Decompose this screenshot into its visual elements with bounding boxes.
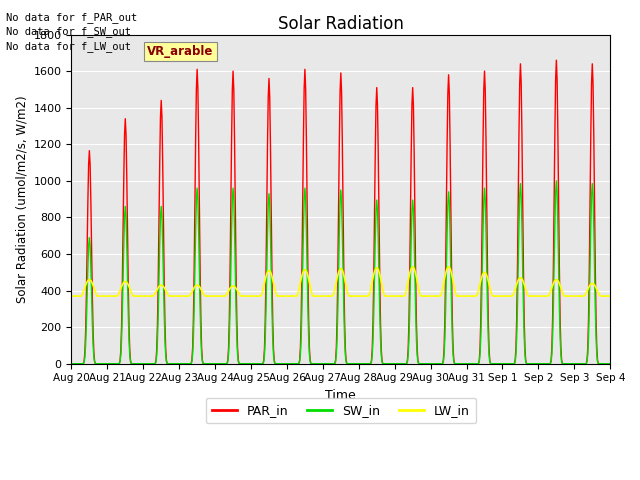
PAR_in: [438, 361, 445, 367]
LW_in: [439, 286, 447, 292]
PAR_in: [607, 361, 614, 367]
SW_in: [438, 361, 445, 367]
SW_in: [607, 361, 614, 367]
PAR_in: [209, 361, 217, 367]
PAR_in: [186, 361, 193, 367]
Line: PAR_in: PAR_in: [72, 60, 611, 364]
PAR_in: [558, 357, 566, 363]
PAR_in: [552, 57, 560, 63]
PAR_in: [333, 346, 340, 351]
PAR_in: [68, 361, 76, 367]
Line: SW_in: SW_in: [72, 181, 611, 364]
SW_in: [209, 361, 217, 367]
SW_in: [68, 361, 76, 367]
PAR_in: [385, 361, 392, 367]
LW_in: [68, 293, 76, 299]
Text: No data for f_PAR_out: No data for f_PAR_out: [6, 12, 138, 23]
SW_in: [333, 352, 340, 358]
LW_in: [607, 293, 614, 299]
LW_in: [385, 293, 392, 299]
LW_in: [186, 293, 193, 299]
LW_in: [558, 287, 566, 293]
Y-axis label: Solar Radiation (umol/m2/s, W/m2): Solar Radiation (umol/m2/s, W/m2): [15, 96, 28, 303]
Title: Solar Radiation: Solar Radiation: [278, 15, 404, 33]
LW_in: [333, 279, 340, 285]
LW_in: [409, 264, 417, 270]
Legend: PAR_in, SW_in, LW_in: PAR_in, SW_in, LW_in: [205, 398, 476, 423]
SW_in: [186, 361, 193, 367]
Text: No data for f_SW_out: No data for f_SW_out: [6, 26, 131, 37]
SW_in: [385, 361, 392, 367]
SW_in: [552, 178, 560, 184]
Text: No data for f_LW_out: No data for f_LW_out: [6, 41, 131, 52]
X-axis label: Time: Time: [326, 389, 356, 402]
Line: LW_in: LW_in: [72, 267, 611, 296]
LW_in: [209, 293, 217, 299]
Text: VR_arable: VR_arable: [147, 45, 214, 58]
SW_in: [558, 359, 566, 364]
